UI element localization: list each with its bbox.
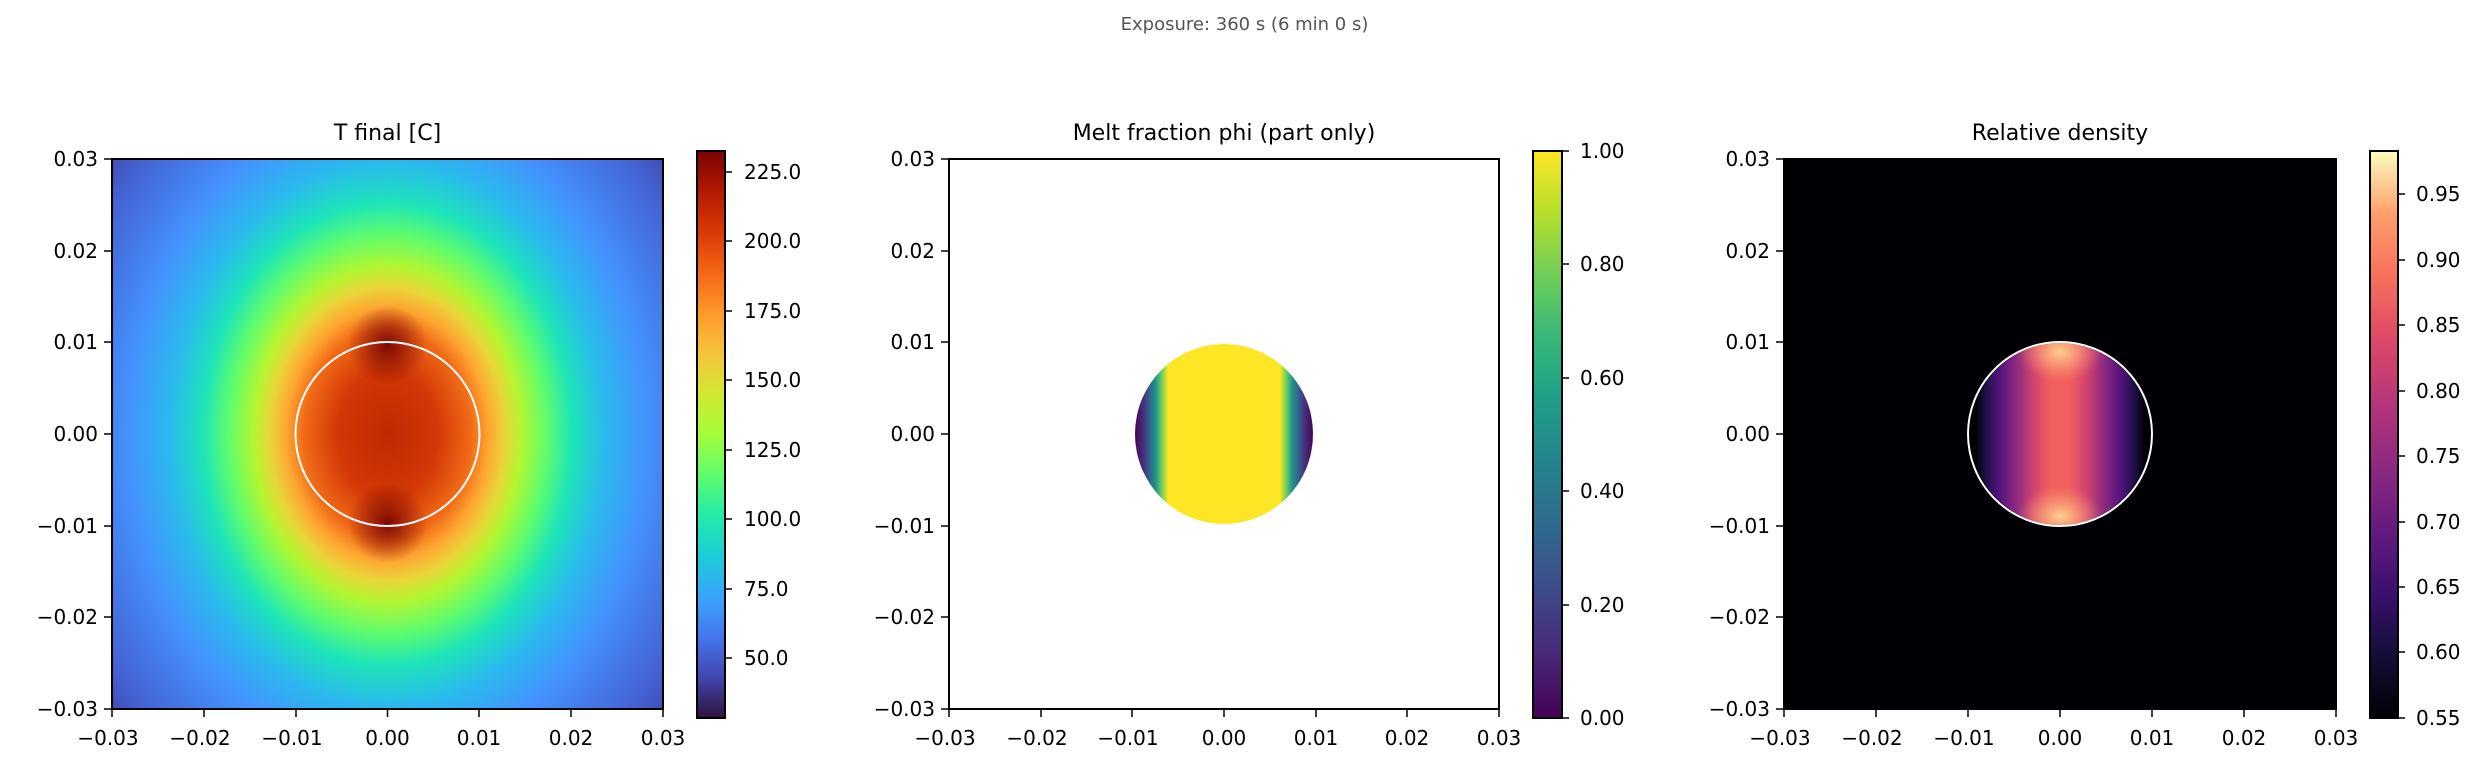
y-tick-label: −0.02 (874, 605, 935, 629)
colorbar-tick-label: 0.65 (2416, 575, 2461, 599)
colorbar-tick-label: 100.0 (744, 507, 801, 531)
colorbar-tick-label: 200.0 (744, 229, 801, 253)
colorbar-tick-label: 0.00 (1580, 706, 1625, 730)
y-tick-label: 0.01 (53, 330, 98, 354)
x-axis: −0.03 −0.02 −0.01 0.00 0.01 0.02 0.03 (77, 709, 685, 750)
colorbar-melt-fraction: 1.00 0.80 0.60 0.40 0.20 0.00 (1532, 139, 1625, 730)
colorbar-tick-label: 175.0 (744, 299, 801, 323)
colorbar-tick-label: 0.55 (2416, 706, 2461, 730)
x-tick-label: 0.03 (2314, 726, 2359, 750)
x-tick-label: 0.01 (457, 726, 502, 750)
colorbar-tick-label: 0.80 (2416, 379, 2461, 403)
colorbar-tick-label: 0.60 (2416, 640, 2461, 664)
x-tick-label: 0.03 (1477, 726, 1522, 750)
part-outline (1967, 341, 2153, 527)
y-tick-label: 0.00 (890, 422, 935, 446)
y-tick-label: 0.01 (890, 330, 935, 354)
x-tick-label: 0.01 (1294, 726, 1339, 750)
x-tick-label: 0.02 (549, 726, 594, 750)
colorbar-tick-label: 0.75 (2416, 444, 2461, 468)
y-tick-label: −0.03 (37, 697, 98, 721)
y-axis: 0.03 0.02 0.01 0.00 −0.01 −0.02 −0.03 (874, 147, 949, 721)
panel-melt-fraction: Melt fraction phi (part only) 0.03 0.02 … (874, 121, 1625, 750)
colorbar-tick-label: 75.0 (744, 577, 789, 601)
heatmap-area (1783, 158, 2337, 710)
colorbar-tick-label: 0.80 (1580, 252, 1625, 276)
colorbar-relative-density: 0.95 0.90 0.85 0.80 0.75 0.70 0.65 0.60 … (2369, 150, 2461, 730)
x-tick-label: −0.01 (261, 726, 322, 750)
panel-relative-density: Relative density 0.03 0.02 0.01 0.00 −0.… (1709, 121, 2461, 750)
x-tick-label: −0.01 (1097, 726, 1158, 750)
part-outline (294, 341, 481, 527)
y-tick-label: −0.01 (874, 514, 935, 538)
x-tick-label: −0.03 (1749, 726, 1810, 750)
panel-title: Relative density (1972, 121, 2148, 146)
x-axis: −0.03 −0.02 −0.01 0.00 0.01 0.02 0.03 (1749, 709, 2358, 750)
panel-temperature: T final [C] 0.03 0.02 0.01 0.00 −0.01 −0… (37, 121, 802, 750)
x-tick-label: −0.02 (1006, 726, 1067, 750)
colorbar-temperature: 225.0 200.0 175.0 150.0 125.0 100.0 75.0… (696, 150, 801, 719)
x-tick-label: 0.02 (1385, 726, 1430, 750)
x-tick-label: 0.01 (2130, 726, 2175, 750)
y-axis: 0.03 0.02 0.01 0.00 −0.01 −0.02 −0.03 (1709, 147, 1784, 721)
colorbar-tick-label: 50.0 (744, 646, 789, 670)
y-tick-label: −0.03 (874, 697, 935, 721)
colorbar-tick-label: 225.0 (744, 160, 801, 184)
x-tick-label: 0.03 (641, 726, 686, 750)
y-tick-label: 0.02 (890, 239, 935, 263)
panel-title: Melt fraction phi (part only) (1073, 121, 1376, 146)
y-tick-label: 0.00 (53, 422, 98, 446)
y-tick-label: 0.01 (1725, 330, 1770, 354)
x-tick-label: −0.01 (1933, 726, 1994, 750)
y-axis: 0.03 0.02 0.01 0.00 −0.01 −0.02 −0.03 (37, 147, 112, 721)
colorbar-tick-label: 125.0 (744, 438, 801, 462)
colorbar-tick-label: 0.70 (2416, 510, 2461, 534)
x-tick-label: 0.02 (2222, 726, 2267, 750)
y-tick-label: 0.02 (1725, 239, 1770, 263)
y-tick-label: −0.01 (37, 514, 98, 538)
colorbar-tick-label: 0.95 (2416, 182, 2461, 206)
colorbar-tick-label: 0.85 (2416, 313, 2461, 337)
y-tick-label: 0.00 (1725, 422, 1770, 446)
x-tick-label: −0.03 (914, 726, 975, 750)
heatmap-area (111, 158, 664, 710)
y-tick-label: −0.02 (1709, 605, 1770, 629)
x-tick-label: −0.02 (169, 726, 230, 750)
colorbar-tick-label: 0.40 (1580, 479, 1625, 503)
heatmap-area (948, 158, 1500, 710)
y-tick-label: 0.03 (1725, 147, 1770, 171)
colorbar-tick-label: 0.20 (1580, 593, 1625, 617)
y-tick-label: 0.02 (53, 239, 98, 263)
x-axis: −0.03 −0.02 −0.01 0.00 0.01 0.02 0.03 (914, 709, 1521, 750)
x-tick-label: 0.00 (1202, 726, 1247, 750)
x-tick-label: −0.03 (77, 726, 138, 750)
y-tick-label: −0.02 (37, 605, 98, 629)
colorbar-tick-label: 1.00 (1580, 139, 1625, 163)
y-tick-label: 0.03 (890, 147, 935, 171)
colorbar-tick-label: 0.90 (2416, 248, 2461, 272)
figure-suptitle: Exposure: 360 s (6 min 0 s) (1120, 14, 1369, 35)
colorbar-tick-label: 0.60 (1580, 366, 1625, 390)
x-tick-label: −0.02 (1841, 726, 1902, 750)
y-tick-label: −0.01 (1709, 514, 1770, 538)
y-tick-label: 0.03 (53, 147, 98, 171)
y-tick-label: −0.03 (1709, 697, 1770, 721)
x-tick-label: 0.00 (2038, 726, 2083, 750)
x-tick-label: 0.00 (365, 726, 410, 750)
colorbar-tick-label: 150.0 (744, 368, 801, 392)
panel-title: T final [C] (333, 121, 441, 146)
